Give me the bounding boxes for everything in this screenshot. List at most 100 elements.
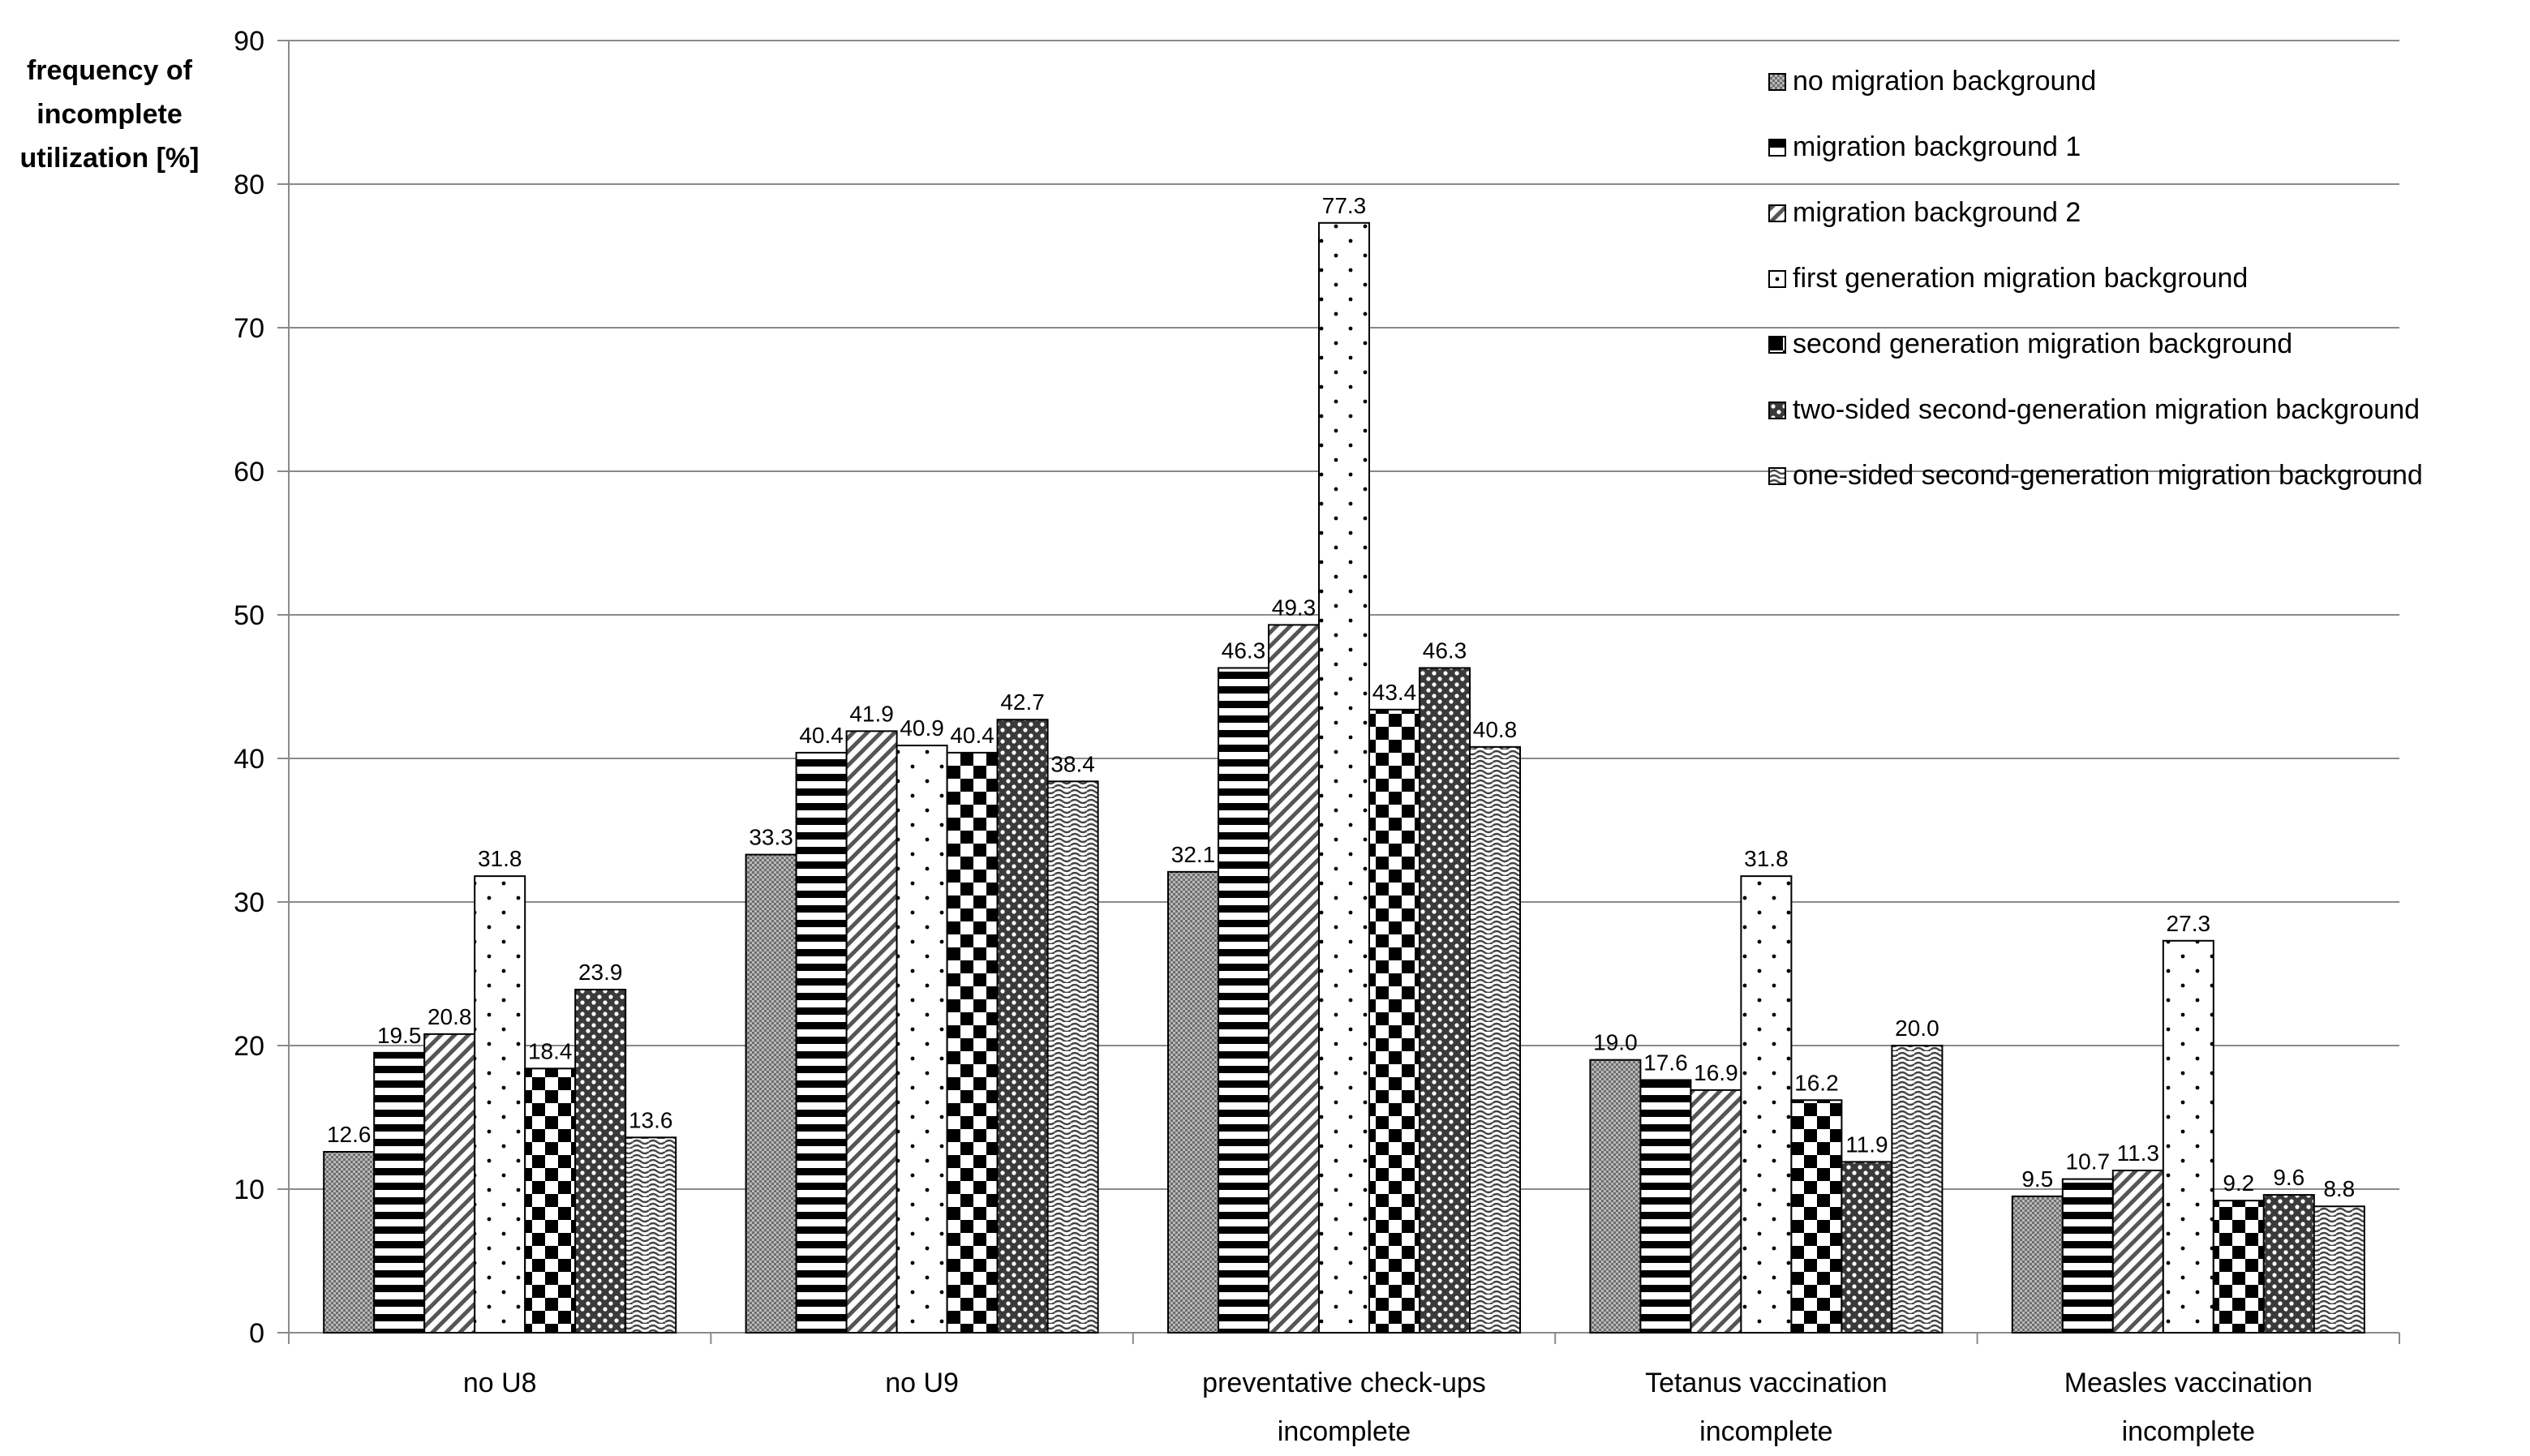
- x-category-label: Tetanus vaccination incomplete: [1587, 1359, 1944, 1456]
- bar-value-label: 16.2: [1794, 1070, 1839, 1095]
- x-category-label-line: incomplete: [2121, 1416, 2255, 1447]
- legend-label: migration background 1: [1793, 131, 2081, 162]
- legend-swatch-fill: [1770, 205, 1785, 221]
- bar: [423, 1033, 476, 1334]
- legend-item: second generation migration background: [1768, 311, 2423, 377]
- bar-value-label: 16.9: [1694, 1060, 1738, 1085]
- legend-swatch-migration-2: [1768, 204, 1786, 222]
- bar: [2011, 1195, 2064, 1334]
- bar: [1318, 221, 1370, 1334]
- bar: [2111, 1169, 2164, 1334]
- bar: [1639, 1079, 1692, 1334]
- y-tick-label: 90: [234, 26, 264, 57]
- bar-value-label: 41.9: [849, 701, 894, 726]
- x-category-label: preventative check-ups incomplete: [1166, 1359, 1523, 1456]
- x-category-label-line: preventative check-ups: [1202, 1368, 1486, 1398]
- bar: [1690, 1089, 1742, 1334]
- x-category-label-line: no U9: [885, 1368, 959, 1398]
- x-category-label-line: incomplete: [1699, 1416, 1833, 1447]
- bar: [2262, 1194, 2315, 1334]
- bar-value-label: 11.3: [2117, 1140, 2159, 1166]
- bar-value-label: 17.6: [1643, 1050, 1688, 1075]
- bar-value-label: 18.4: [528, 1038, 573, 1063]
- bar-value-label: 31.8: [478, 846, 522, 871]
- bar: [1218, 667, 1269, 1334]
- x-category-label-line: incomplete: [1277, 1416, 1411, 1447]
- bar-value-label: 13.6: [629, 1107, 673, 1132]
- bar: [946, 751, 999, 1334]
- bar-value-label: 27.3: [2167, 911, 2211, 936]
- x-category-label-line: no U8: [462, 1368, 537, 1398]
- bar-value-label: 43.4: [1372, 680, 1417, 705]
- bar: [845, 730, 898, 1334]
- legend-label: two-sided second-generation migration ba…: [1793, 394, 2420, 425]
- bar-value-label: 20.0: [1895, 1016, 1939, 1041]
- legend-swatch-first-generation: [1768, 269, 1786, 288]
- legend: no migration background migration backgr…: [1768, 49, 2423, 509]
- legend-label: second generation migration background: [1793, 329, 2293, 359]
- y-tick-label: 0: [249, 1318, 264, 1349]
- x-category-label-line: Measles vaccination: [2064, 1368, 2313, 1398]
- bar-value-label: 9.5: [2021, 1166, 2053, 1192]
- legend-swatch-fill: [1770, 337, 1785, 352]
- x-category-label: no U9: [744, 1359, 1101, 1407]
- y-tick-label: 50: [234, 600, 264, 631]
- bar-value-label: 40.9: [900, 715, 944, 741]
- bar-value-label: 40.4: [799, 723, 844, 748]
- bar: [1740, 875, 1793, 1334]
- legend-item: no migration background: [1768, 49, 2423, 114]
- bar: [1891, 1045, 1944, 1334]
- x-category-label-line: Tetanus vaccination: [1645, 1368, 1888, 1398]
- legend-swatch-two-sided: [1768, 401, 1786, 419]
- bar-value-label: 19.5: [377, 1023, 422, 1048]
- legend-swatch-fill: [1770, 468, 1785, 483]
- bar: [1368, 708, 1420, 1334]
- y-axis-title-line: frequency of: [26, 55, 193, 86]
- bar: [373, 1051, 426, 1334]
- legend-label: migration background 2: [1793, 197, 2081, 228]
- bar: [1419, 667, 1471, 1334]
- legend-label: first generation migration background: [1793, 263, 2249, 294]
- legend-swatch-fill: [1770, 402, 1785, 418]
- bar: [1046, 780, 1099, 1334]
- bar-value-label: 42.7: [1000, 689, 1045, 715]
- bar: [1268, 624, 1320, 1334]
- y-axis-title: frequency of incomplete utilization [%]: [8, 49, 211, 180]
- bar: [2212, 1200, 2265, 1334]
- legend-swatch-no-migration: [1768, 72, 1786, 91]
- y-tick-label: 60: [234, 457, 264, 487]
- x-category-label: no U8: [321, 1359, 678, 1407]
- legend-swatch-migration-1: [1768, 138, 1786, 157]
- y-tick-label: 20: [234, 1031, 264, 1062]
- legend-label: no migration background: [1793, 66, 2097, 97]
- bar: [474, 875, 526, 1334]
- bar: [524, 1067, 577, 1334]
- y-tick-label: 80: [234, 170, 264, 200]
- bar-value-label: 9.2: [2223, 1170, 2254, 1196]
- bar-value-label: 9.6: [2273, 1165, 2304, 1190]
- bar: [795, 751, 848, 1334]
- legend-item: first generation migration background: [1768, 246, 2423, 311]
- bar: [1841, 1161, 1893, 1334]
- bar: [2162, 939, 2214, 1334]
- x-category-label: Measles vaccination incomplete: [2010, 1359, 2367, 1456]
- bar-value-label: 49.3: [1272, 595, 1317, 620]
- y-tick-label: 70: [234, 313, 264, 344]
- bar: [1469, 745, 1521, 1334]
- bar: [2313, 1205, 2365, 1334]
- bar-value-label: 12.6: [327, 1122, 372, 1147]
- bar-value-label: 11.9: [1845, 1132, 1888, 1157]
- bar-value-label: 23.9: [578, 960, 623, 985]
- legend-swatch-one-sided: [1768, 466, 1786, 485]
- bar-value-label: 77.3: [1322, 193, 1367, 218]
- bar: [896, 745, 948, 1334]
- legend-item: migration background 2: [1768, 180, 2423, 246]
- bar: [1167, 870, 1219, 1334]
- bar-value-label: 8.8: [2323, 1176, 2355, 1201]
- bar: [574, 988, 627, 1334]
- legend-swatch-fill: [1770, 140, 1785, 155]
- y-tick-label: 30: [234, 887, 264, 918]
- bar: [996, 719, 1049, 1334]
- bar-value-label: 33.3: [749, 825, 793, 850]
